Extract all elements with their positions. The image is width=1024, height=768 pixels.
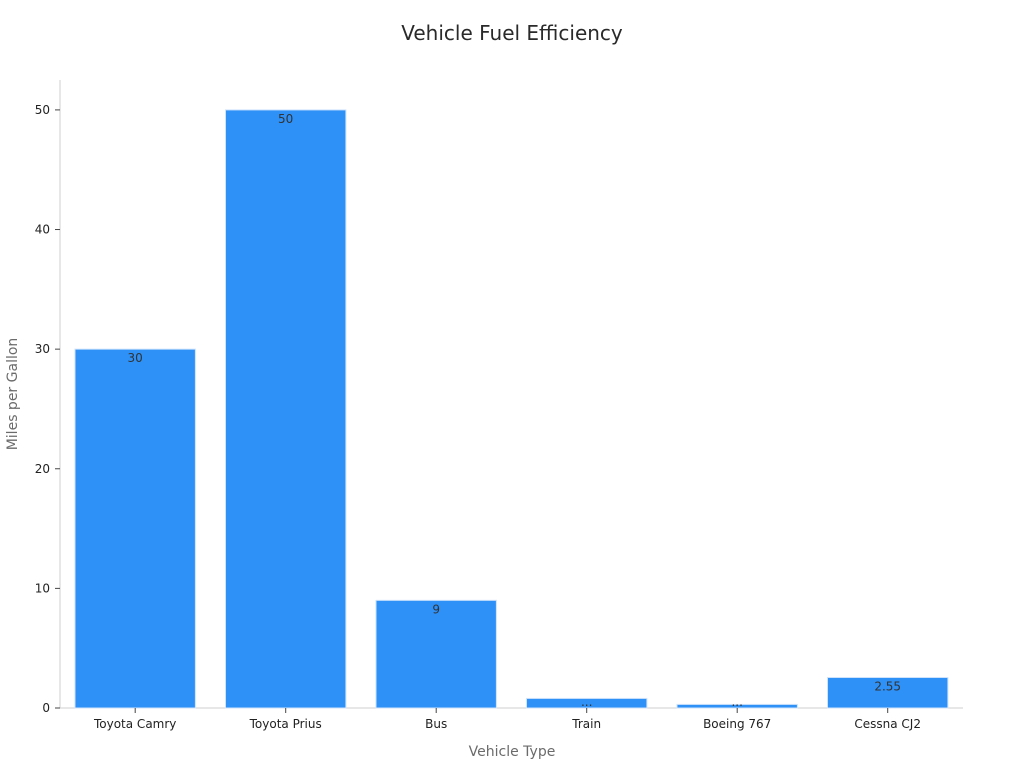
bar <box>827 676 949 709</box>
x-tick-label: Train <box>571 717 601 731</box>
y-tick-label: 20 <box>35 462 50 476</box>
x-tick-label: Cessna CJ2 <box>854 717 921 731</box>
y-tick-label: 30 <box>35 342 50 356</box>
bar-data-label: 30 <box>128 351 143 365</box>
plot-area: 0 10 20 30 40 50 Toyota Camry 30 Toyota Prius 50 B… <box>35 80 963 731</box>
bar-data-label: 2.55 <box>874 679 901 693</box>
y-axis-label: Miles per Gallon <box>5 338 21 451</box>
y-tick-label: 40 <box>35 223 50 237</box>
x-axis-label: Vehicle Type <box>469 744 556 760</box>
bar <box>375 599 497 709</box>
x-tick-label: Toyota Camry <box>93 717 176 731</box>
bar-data-label: ... <box>581 695 592 709</box>
x-tick-label: Toyota Prius <box>249 717 322 731</box>
x-tick-label: Bus <box>425 717 447 731</box>
chart-title: Vehicle Fuel Efficiency <box>401 21 623 45</box>
y-tick-label: 50 <box>35 103 50 117</box>
bar-data-label: 50 <box>278 112 293 126</box>
bar-data-label: ... <box>731 695 742 709</box>
bar <box>225 109 347 709</box>
y-tick-label: 10 <box>35 581 50 595</box>
y-tick-label: 0 <box>42 701 50 715</box>
x-tick-label: Boeing 767 <box>703 717 771 731</box>
bar <box>74 348 196 709</box>
bar-data-label: 9 <box>432 602 440 616</box>
